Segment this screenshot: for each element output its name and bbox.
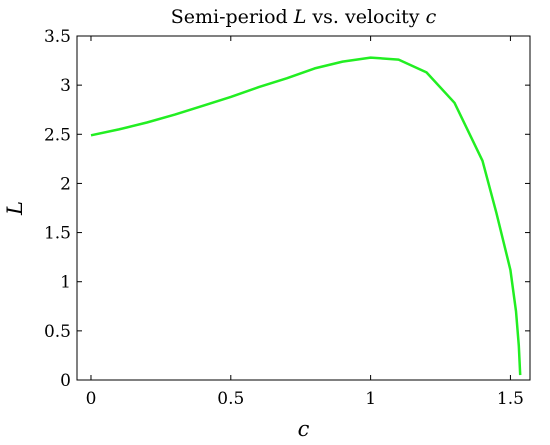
- y-tick-label: 0.5: [44, 322, 71, 342]
- x-tick-label: 0.5: [217, 389, 244, 409]
- y-tick-label: 3.5: [44, 27, 71, 47]
- plot-frame: [76, 35, 531, 381]
- y-axis-ticks: 0 0.5 1 1.5 2 2.5 3 3.5: [44, 27, 530, 391]
- x-tick-label: 1.5: [497, 389, 524, 409]
- x-tick-label: 1: [365, 389, 376, 409]
- y-axis-label: L: [3, 201, 27, 216]
- x-axis-label: c: [298, 417, 310, 441]
- y-tick-label: 0: [60, 371, 71, 391]
- y-tick-label: 2: [60, 174, 71, 194]
- series-line: [90, 56, 522, 376]
- series-layer: [90, 56, 522, 376]
- y-tick-label: 2.5: [44, 125, 71, 145]
- chart-title: Semi-period L vs. velocity c: [171, 6, 437, 28]
- y-tick-label: 1: [60, 273, 71, 293]
- x-axis-ticks: 0 0.5 1 1.5: [86, 36, 524, 409]
- y-tick-label: 3: [60, 76, 71, 96]
- y-tick-label: 1.5: [44, 224, 71, 244]
- x-tick-label: 0: [86, 389, 97, 409]
